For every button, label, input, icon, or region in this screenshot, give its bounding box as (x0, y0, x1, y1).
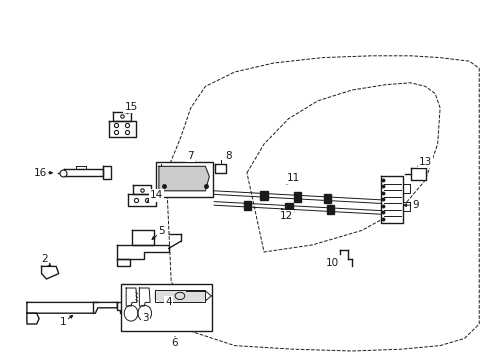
Polygon shape (63, 169, 102, 176)
Polygon shape (132, 230, 154, 245)
Polygon shape (126, 288, 137, 306)
Polygon shape (403, 202, 409, 211)
Bar (155, 162, 213, 197)
Text: 2: 2 (41, 254, 48, 264)
Polygon shape (41, 266, 59, 279)
Text: 16: 16 (33, 168, 47, 178)
Polygon shape (285, 203, 292, 212)
Polygon shape (403, 184, 409, 193)
Bar (121, 284, 211, 331)
Polygon shape (139, 288, 150, 306)
Polygon shape (27, 313, 39, 324)
Polygon shape (102, 166, 111, 179)
Text: 9: 9 (411, 200, 418, 210)
Polygon shape (27, 302, 117, 313)
Text: 7: 7 (187, 150, 194, 161)
Text: 12: 12 (279, 211, 292, 221)
Polygon shape (260, 191, 267, 200)
Polygon shape (117, 245, 168, 259)
Polygon shape (244, 201, 251, 210)
Polygon shape (323, 194, 330, 203)
Polygon shape (293, 192, 301, 202)
Text: 15: 15 (124, 102, 138, 112)
Polygon shape (215, 164, 225, 173)
Text: 6: 6 (171, 338, 178, 348)
Polygon shape (326, 205, 333, 214)
Text: 8: 8 (225, 150, 232, 161)
Polygon shape (381, 176, 403, 223)
Polygon shape (154, 290, 205, 302)
Text: 13: 13 (418, 157, 431, 167)
Polygon shape (159, 166, 209, 191)
Polygon shape (117, 302, 124, 313)
Polygon shape (113, 112, 131, 121)
Polygon shape (117, 259, 129, 266)
Polygon shape (108, 121, 136, 137)
Text: 11: 11 (286, 173, 300, 183)
Text: 4: 4 (165, 297, 172, 307)
Text: 3: 3 (142, 312, 149, 323)
Text: 5: 5 (158, 226, 164, 237)
Polygon shape (133, 185, 150, 194)
Text: 1: 1 (60, 317, 67, 327)
Polygon shape (410, 168, 426, 180)
Polygon shape (161, 288, 181, 295)
Text: 10: 10 (325, 258, 338, 268)
Text: 14: 14 (149, 190, 163, 201)
Polygon shape (128, 194, 155, 206)
Polygon shape (154, 291, 205, 302)
